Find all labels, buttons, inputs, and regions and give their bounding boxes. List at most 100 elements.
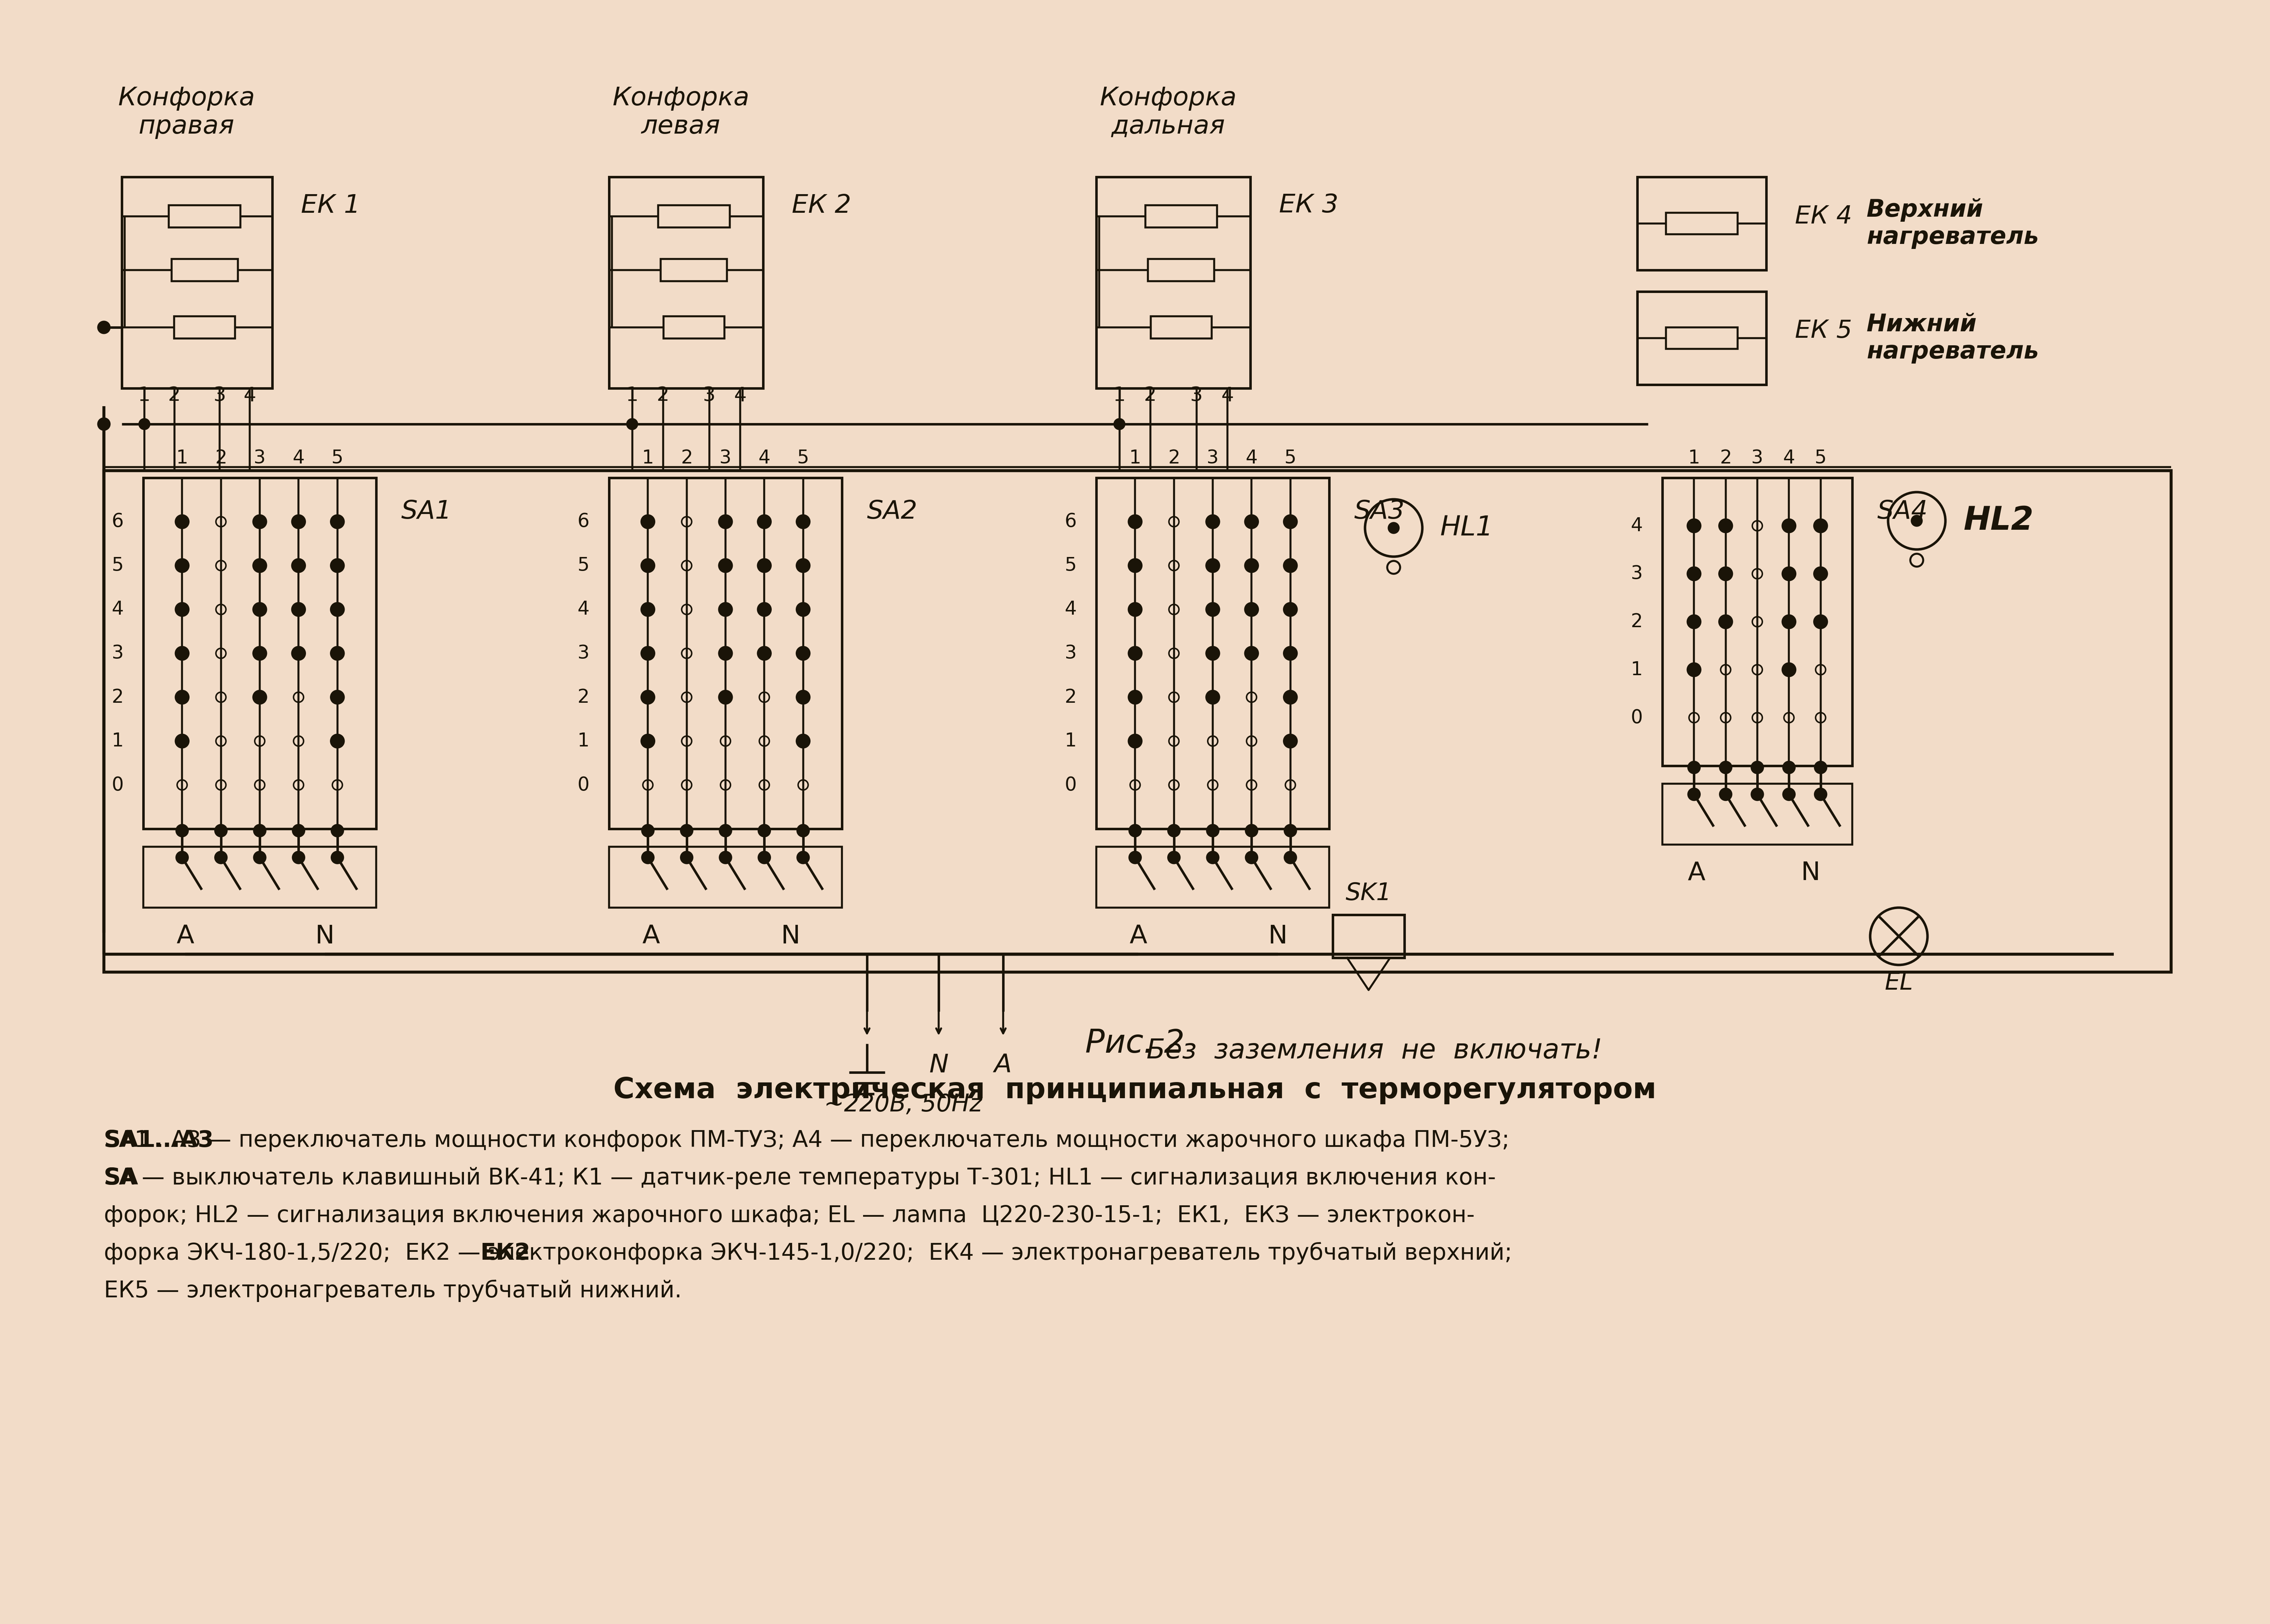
Circle shape — [1169, 560, 1178, 570]
Circle shape — [331, 823, 343, 836]
Circle shape — [175, 690, 188, 705]
Text: 3: 3 — [577, 645, 590, 663]
Circle shape — [681, 648, 692, 658]
Circle shape — [175, 559, 188, 573]
Circle shape — [329, 646, 345, 661]
Text: 1: 1 — [111, 732, 123, 750]
Circle shape — [799, 780, 808, 789]
Circle shape — [1285, 780, 1296, 789]
Circle shape — [1387, 560, 1401, 573]
Bar — [658, 205, 729, 227]
Text: 2: 2 — [577, 689, 590, 706]
Text: 4: 4 — [243, 387, 257, 404]
Circle shape — [1752, 713, 1762, 723]
Circle shape — [1205, 851, 1219, 864]
Bar — [168, 205, 241, 227]
Circle shape — [758, 603, 772, 617]
Circle shape — [758, 736, 770, 745]
Circle shape — [175, 823, 188, 836]
Circle shape — [1752, 664, 1762, 674]
Circle shape — [1244, 559, 1260, 573]
Circle shape — [1782, 518, 1796, 533]
Circle shape — [291, 559, 306, 573]
Circle shape — [1814, 567, 1827, 581]
Circle shape — [252, 559, 268, 573]
Bar — [1637, 292, 1766, 385]
Text: 2: 2 — [1144, 387, 1155, 404]
Text: 5: 5 — [1814, 448, 1827, 468]
Circle shape — [797, 515, 810, 529]
Circle shape — [1128, 603, 1142, 617]
Circle shape — [1687, 518, 1700, 533]
Text: 6: 6 — [1065, 513, 1076, 531]
Text: 4: 4 — [1630, 516, 1643, 534]
Circle shape — [642, 823, 654, 836]
Circle shape — [642, 851, 654, 864]
Circle shape — [1283, 559, 1298, 573]
Circle shape — [1814, 788, 1827, 801]
Circle shape — [758, 823, 772, 836]
Circle shape — [213, 823, 227, 836]
Text: 2: 2 — [111, 689, 123, 706]
Circle shape — [642, 780, 654, 789]
Circle shape — [216, 736, 227, 745]
Circle shape — [720, 736, 731, 745]
Circle shape — [1169, 736, 1178, 745]
Text: 3: 3 — [720, 448, 731, 468]
Circle shape — [1169, 516, 1178, 526]
Circle shape — [1718, 614, 1732, 628]
Text: SA — выключатель клавишный ВК-41; К1 — датчик-реле температуры Т-301; HL1 — сигн: SA — выключатель клавишный ВК-41; К1 — д… — [104, 1168, 1496, 1189]
Circle shape — [1246, 851, 1258, 864]
Text: A: A — [1130, 924, 1146, 948]
Circle shape — [254, 823, 266, 836]
Text: 5: 5 — [111, 557, 123, 575]
Circle shape — [1784, 713, 1793, 723]
Circle shape — [717, 559, 733, 573]
Text: Конфорка
дальная: Конфорка дальная — [1099, 86, 1237, 140]
Circle shape — [1128, 734, 1142, 749]
Circle shape — [1167, 823, 1180, 836]
Bar — [1666, 213, 1737, 234]
Circle shape — [640, 515, 656, 529]
Circle shape — [1687, 788, 1700, 801]
Text: 1: 1 — [177, 448, 188, 468]
Circle shape — [98, 417, 111, 430]
Circle shape — [797, 851, 810, 864]
Bar — [1144, 205, 1217, 227]
Circle shape — [1721, 713, 1730, 723]
Circle shape — [1782, 614, 1796, 628]
Circle shape — [1205, 559, 1219, 573]
Bar — [608, 177, 763, 388]
Bar — [661, 258, 726, 281]
Circle shape — [1205, 515, 1219, 529]
Circle shape — [797, 734, 810, 749]
Text: 0: 0 — [577, 776, 590, 794]
Text: ЕК5 — электронагреватель трубчатый нижний.: ЕК5 — электронагреватель трубчатый нижни… — [104, 1280, 681, 1302]
Text: 3: 3 — [704, 387, 715, 404]
Text: SA2: SA2 — [867, 499, 917, 525]
Text: 1: 1 — [1112, 387, 1126, 404]
Text: 1: 1 — [642, 448, 654, 468]
Circle shape — [1782, 567, 1796, 581]
Text: 3: 3 — [1630, 565, 1643, 583]
Circle shape — [1718, 518, 1732, 533]
Circle shape — [717, 690, 733, 705]
Circle shape — [1169, 780, 1178, 789]
Circle shape — [681, 736, 692, 745]
Bar — [608, 477, 842, 828]
Text: 1: 1 — [627, 387, 638, 404]
Bar — [143, 477, 377, 828]
Text: Верхний
нагреватель: Верхний нагреватель — [1866, 198, 2038, 248]
Circle shape — [717, 646, 733, 661]
Circle shape — [1246, 823, 1258, 836]
Text: N: N — [781, 924, 801, 948]
Text: 6: 6 — [577, 513, 590, 531]
Bar — [1151, 317, 1212, 338]
Circle shape — [1128, 646, 1142, 661]
Circle shape — [681, 604, 692, 614]
Circle shape — [640, 646, 656, 661]
Circle shape — [1687, 663, 1700, 677]
Circle shape — [1718, 567, 1732, 581]
Circle shape — [216, 780, 227, 789]
Circle shape — [758, 646, 772, 661]
